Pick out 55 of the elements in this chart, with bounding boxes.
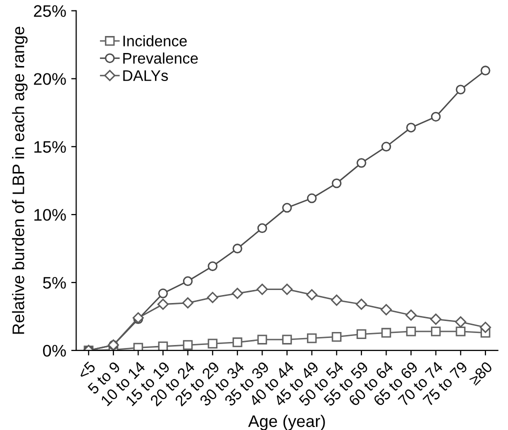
point xyxy=(332,332,342,342)
point xyxy=(306,289,318,300)
point xyxy=(232,337,242,348)
point xyxy=(356,158,366,168)
point xyxy=(430,112,441,122)
y-tick-label: 5% xyxy=(43,276,66,289)
point xyxy=(232,244,242,254)
legend-label: Incidence xyxy=(123,35,187,46)
point xyxy=(208,338,218,349)
point xyxy=(182,276,193,286)
point xyxy=(480,66,490,76)
point xyxy=(406,326,416,336)
point xyxy=(208,261,218,272)
point xyxy=(356,298,368,310)
y-tick-label: 15% xyxy=(34,141,66,153)
x-tick-label: <5 xyxy=(77,361,96,380)
point xyxy=(455,316,466,328)
point xyxy=(456,84,466,94)
point xyxy=(331,294,342,306)
point xyxy=(282,202,292,213)
y-axis-title: Relative burden of LBP in each age range xyxy=(12,26,28,334)
y-tick-label: 10% xyxy=(34,208,66,221)
point xyxy=(133,342,144,350)
legend-label: DALYs xyxy=(123,70,168,82)
point xyxy=(380,304,392,316)
point xyxy=(381,142,392,152)
point xyxy=(158,288,168,298)
y-tick-label: 25% xyxy=(34,5,66,17)
point xyxy=(256,284,268,295)
point xyxy=(356,329,366,340)
point xyxy=(182,297,194,308)
point xyxy=(158,342,168,350)
point xyxy=(157,298,169,310)
point xyxy=(232,288,244,299)
y-tick-label: 20% xyxy=(34,73,66,85)
point xyxy=(332,178,342,188)
point xyxy=(182,340,193,350)
legend-label: Prevalence xyxy=(123,52,198,64)
point xyxy=(306,193,317,204)
y-tick-label: 0% xyxy=(43,344,66,357)
point xyxy=(306,333,317,344)
point xyxy=(480,322,492,333)
x-tick-label: ≥80 xyxy=(468,360,493,386)
point xyxy=(430,326,441,336)
point xyxy=(282,334,292,344)
x-axis-title: Age (year) xyxy=(248,414,325,430)
point xyxy=(257,223,268,234)
point xyxy=(381,328,392,338)
point xyxy=(257,334,268,344)
point xyxy=(456,326,466,336)
point xyxy=(405,310,417,321)
point xyxy=(430,314,442,325)
point xyxy=(281,284,293,295)
point xyxy=(207,292,218,304)
point xyxy=(406,122,416,132)
